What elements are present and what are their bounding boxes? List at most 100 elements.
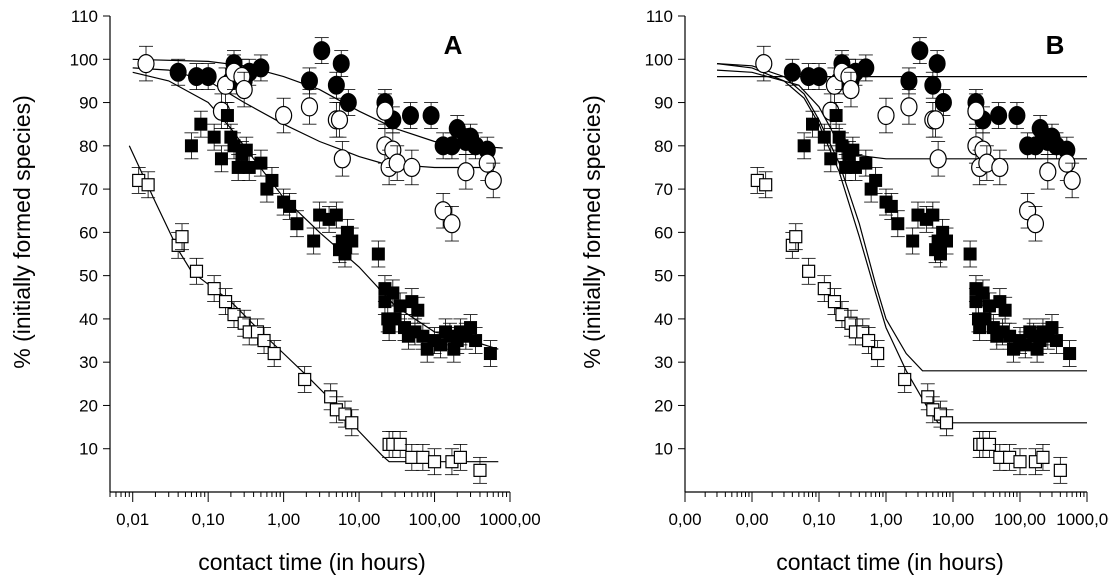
data-point-filled-square	[797, 139, 811, 153]
data-point-open-circle	[443, 214, 461, 234]
data-point-open-square	[453, 450, 467, 464]
y-tick-label-b: 80	[654, 137, 673, 156]
data-point-filled-square	[869, 173, 883, 187]
data-point-open-square	[1036, 450, 1050, 464]
data-point-open-circle	[877, 105, 895, 126]
data-point-filled-square	[307, 234, 321, 248]
y-tick-label-a: 50	[79, 267, 98, 286]
y-tick-label-a: 40	[79, 310, 98, 329]
data-point-filled-square	[1063, 347, 1077, 361]
y-tick-label-a: 80	[79, 137, 98, 156]
data-point-open-square	[1013, 455, 1027, 469]
data-point-filled-circle	[422, 106, 440, 126]
data-point-open-circle	[755, 53, 773, 74]
fit-curve-b-3	[716, 63, 1087, 372]
data-point-open-square	[189, 264, 204, 278]
data-point-filled-square	[963, 247, 977, 261]
data-point-filled-square	[411, 303, 425, 317]
x-axis-title-a: contact time (in hours)	[198, 549, 426, 575]
y-tick-label-b: 30	[654, 353, 673, 372]
y-axis-title-b: % (initially formed species)	[579, 95, 605, 369]
x-tick-label-a: 0,10	[192, 510, 225, 529]
data-point-filled-circle	[313, 41, 331, 61]
data-point-filled-square	[483, 347, 497, 361]
fit-curve-b-4	[716, 63, 1087, 424]
data-point-open-square	[939, 416, 954, 430]
data-point-open-circle	[300, 97, 319, 117]
data-point-open-square	[345, 416, 359, 430]
data-point-filled-square	[265, 173, 279, 187]
data-point-open-square	[789, 230, 803, 244]
series-open-square-a	[131, 167, 487, 484]
y-tick-label-a: 70	[79, 180, 98, 199]
data-point-filled-circle	[911, 41, 929, 61]
x-tick-label-b: 0,10	[802, 510, 835, 529]
data-point-open-square	[473, 463, 487, 477]
fit-curve-a-1	[132, 58, 503, 149]
y-tick-label-b: 70	[654, 180, 673, 199]
data-point-open-circle	[929, 149, 947, 169]
data-point-open-square	[759, 178, 773, 192]
series-filled-square-b	[797, 102, 1077, 367]
y-tick-label-b: 10	[654, 440, 673, 459]
data-point-open-circle	[484, 170, 502, 191]
chart-panel-a: contact time (in hours) % (initially for…	[9, 7, 541, 575]
data-point-open-square	[405, 450, 419, 464]
data-point-filled-circle	[857, 58, 875, 78]
data-point-filled-circle	[300, 71, 318, 91]
data-point-filled-square	[891, 217, 905, 231]
data-point-filled-circle	[900, 71, 918, 91]
y-tick-label-a: 60	[79, 223, 98, 242]
x-tick-label-a: 1,00	[267, 510, 300, 529]
data-point-filled-circle	[199, 67, 217, 87]
data-point-open-circle	[275, 105, 293, 126]
data-point-open-circle	[376, 101, 394, 121]
x-tick-label-a: 1000,00	[479, 510, 540, 529]
data-point-filled-square	[242, 160, 256, 174]
data-point-filled-square	[254, 156, 268, 170]
data-point-filled-square	[829, 109, 843, 123]
chart-panel-b: contact time (in hours) % (initially for…	[579, 7, 1109, 575]
data-point-filled-square	[239, 143, 253, 157]
data-point-open-circle	[1063, 170, 1081, 191]
x-tick-label-b: 0,00	[735, 510, 768, 529]
data-point-open-circle	[842, 79, 860, 100]
data-point-filled-square	[926, 208, 940, 222]
y-tick-label-b: 90	[654, 94, 673, 113]
data-point-filled-circle	[928, 54, 946, 74]
data-point-filled-square	[859, 156, 873, 170]
data-point-filled-square	[214, 152, 228, 166]
x-tick-label-a: 100,00	[409, 510, 461, 529]
data-point-filled-circle	[783, 62, 801, 82]
y-tick-label-a: 20	[79, 396, 98, 415]
data-point-filled-square	[1049, 334, 1063, 348]
data-point-filled-square	[940, 234, 954, 248]
data-point-filled-square	[371, 247, 385, 261]
data-point-filled-circle	[327, 75, 345, 95]
series-open-circle-b	[755, 45, 1081, 242]
data-point-open-circle	[235, 79, 253, 100]
y-tick-label-a: 30	[79, 353, 98, 372]
data-point-open-circle	[927, 110, 945, 130]
data-point-open-circle	[457, 162, 475, 182]
x-axis-title-b: contact time (in hours)	[776, 549, 1004, 575]
y-tick-label-b: 100	[645, 50, 673, 69]
data-point-filled-circle	[401, 106, 419, 126]
data-point-open-square	[1053, 463, 1067, 477]
data-point-filled-square	[329, 208, 343, 222]
y-tick-label-b: 50	[654, 267, 673, 286]
data-point-filled-square	[884, 199, 898, 213]
data-point-open-circle	[333, 149, 351, 169]
data-point-filled-square	[220, 109, 234, 123]
data-point-open-circle	[403, 157, 421, 178]
data-point-filled-square	[806, 117, 820, 131]
data-point-open-circle	[1039, 162, 1057, 182]
data-point-filled-circle	[252, 58, 270, 78]
series-open-circle-a	[137, 45, 502, 242]
data-point-open-circle	[991, 157, 1009, 178]
data-point-open-circle	[137, 53, 155, 74]
data-point-filled-square	[393, 299, 407, 313]
data-point-filled-square	[345, 234, 359, 248]
y-tick-label-a: 90	[79, 94, 98, 113]
